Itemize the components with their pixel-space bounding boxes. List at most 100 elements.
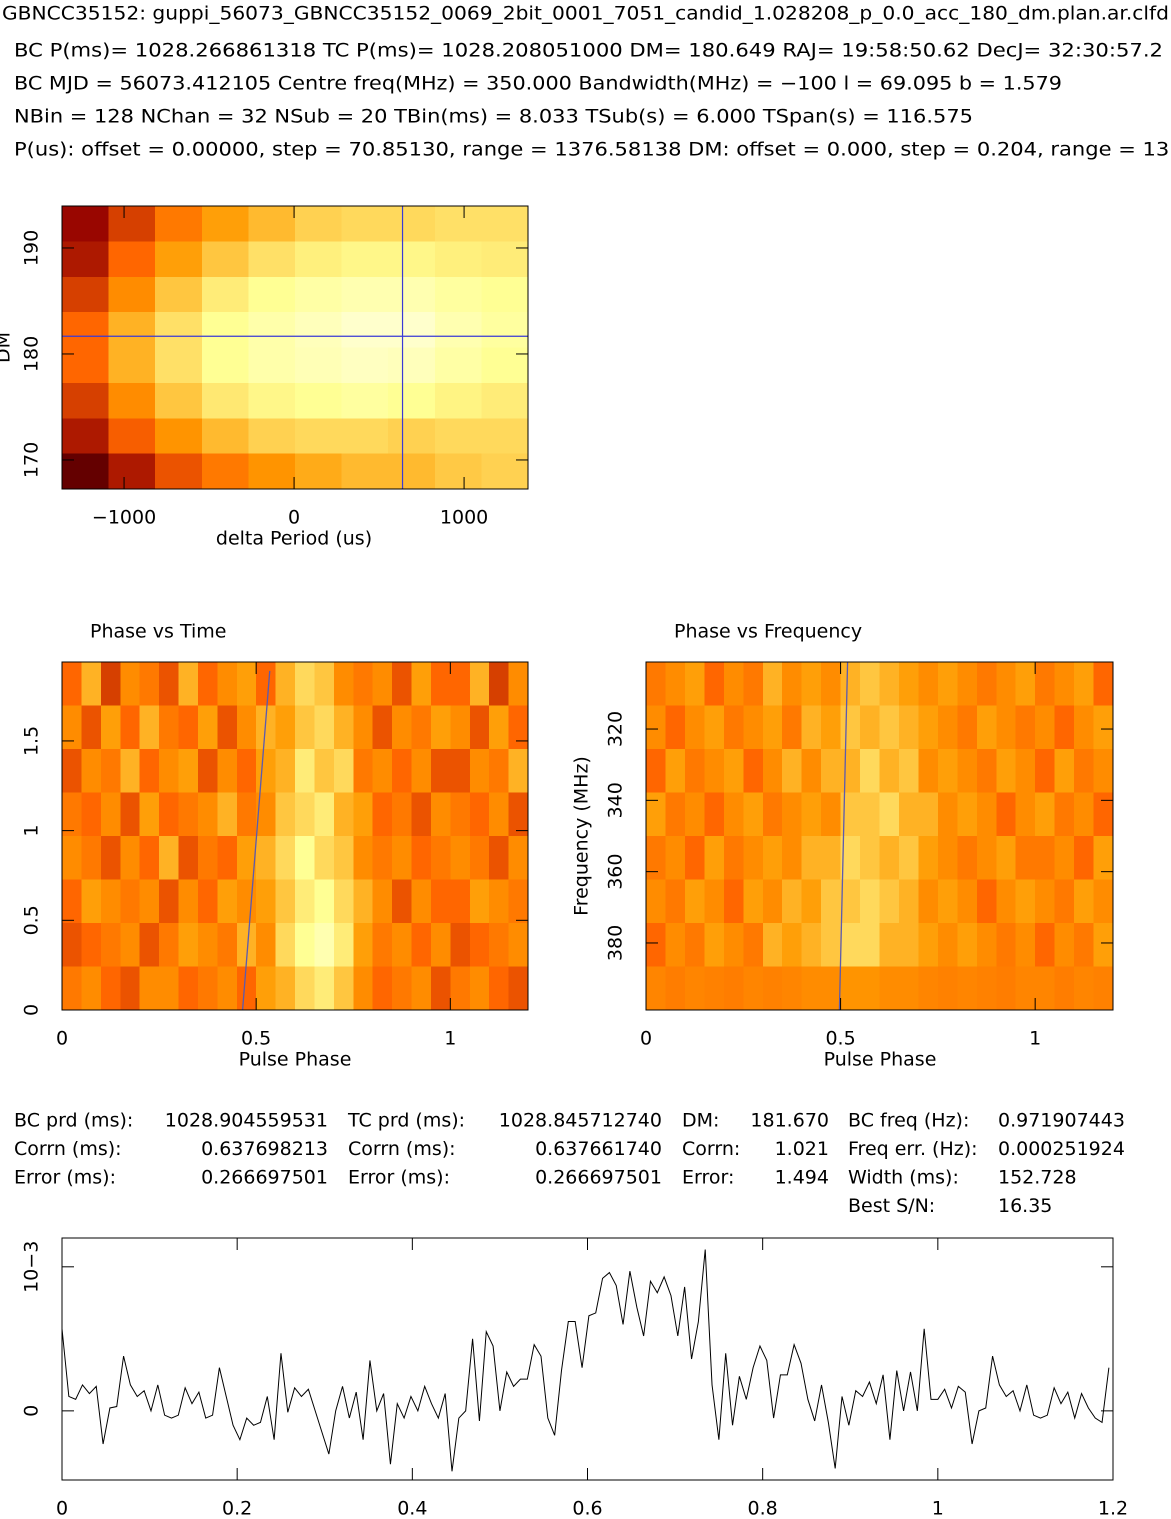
- heatmap-cell: [723, 705, 744, 750]
- heatmap-cell: [879, 923, 900, 967]
- x-axis-label: Pulse Phase: [239, 1049, 352, 1071]
- stat-text: Error:: [682, 1167, 734, 1189]
- heatmap-cell: [372, 705, 393, 750]
- heatmap-cell: [295, 749, 315, 793]
- heatmap-cell: [275, 749, 296, 793]
- plot-frame: [61, 205, 529, 490]
- heatmap-cell: [411, 749, 432, 793]
- heatmap-cell: [81, 792, 102, 837]
- heatmap-cell: [139, 749, 160, 793]
- heatmap-cell: [178, 966, 199, 1011]
- heatmap-cell: [1035, 749, 1056, 793]
- heatmap-cell: [275, 966, 296, 1011]
- heatmap-cell: [197, 923, 218, 967]
- heatmap-cell: [411, 792, 432, 837]
- heatmap-cell: [155, 382, 203, 419]
- heatmap-cell: [704, 966, 725, 1011]
- heatmap-cell: [860, 792, 880, 837]
- heatmap-cell: [108, 312, 156, 348]
- heatmap-cell: [450, 705, 471, 750]
- heatmap-cell: [217, 966, 238, 1011]
- heatmap-cell: [434, 206, 482, 242]
- heatmap-cell: [159, 923, 179, 967]
- heatmap-cell: [100, 966, 121, 1011]
- heatmap-cell: [139, 792, 160, 837]
- x-axis-label: Pulse Phase: [824, 1049, 937, 1071]
- heatmap-cell: [201, 347, 249, 384]
- heatmap-cell: [197, 966, 218, 1011]
- heatmap-cell: [295, 836, 315, 880]
- heatmap-cell: [704, 836, 725, 880]
- heatmap-cell: [782, 879, 803, 924]
- heatmap-cell: [1054, 792, 1075, 837]
- heatmap-cell: [898, 792, 919, 837]
- heatmap-cell: [1054, 836, 1075, 880]
- heatmap-cell: [81, 966, 102, 1011]
- heatmap-cell: [508, 836, 529, 880]
- heatmap-cell: [62, 705, 82, 750]
- heatmap-cell: [108, 206, 156, 242]
- heatmap-cell: [469, 749, 490, 793]
- heatmap-cell: [275, 836, 296, 880]
- heatmap-cell: [159, 879, 179, 924]
- heatmap-cell: [62, 662, 82, 706]
- heatmap-cell: [275, 879, 296, 924]
- heatmap-cell: [333, 923, 354, 967]
- heatmap-cell: [481, 347, 529, 384]
- heatmap-cell: [723, 966, 744, 1011]
- heatmap-cell: [353, 749, 374, 793]
- heatmap-cell: [489, 792, 510, 837]
- heatmap-cell: [743, 749, 764, 793]
- x-tick-label: 1000: [440, 507, 488, 529]
- heatmap-cell: [704, 705, 725, 750]
- heatmap-cell: [314, 966, 335, 1011]
- heatmap-cell: [120, 749, 141, 793]
- heatmap-cell: [860, 705, 880, 750]
- heatmap-cell: [469, 879, 490, 924]
- heatmap-cell: [236, 966, 257, 1011]
- heatmap-cell: [430, 792, 451, 837]
- heatmap-cell: [388, 241, 436, 278]
- stat-text: 1.021: [775, 1138, 829, 1160]
- heatmap-cell: [314, 662, 335, 706]
- heatmap-cell: [1074, 966, 1095, 1011]
- heatmap-cell: [139, 966, 160, 1011]
- heatmap-cell: [372, 792, 393, 837]
- heatmap-cell: [1093, 705, 1114, 750]
- heatmap-cell: [489, 879, 510, 924]
- heatmap-cell: [976, 749, 997, 793]
- heatmap-cell: [508, 966, 529, 1011]
- heatmap-cell: [450, 836, 471, 880]
- heatmap-cell: [81, 749, 102, 793]
- heatmap-cell: [81, 705, 102, 750]
- heatmap-cell: [197, 705, 218, 750]
- heatmap-cell: [256, 662, 277, 706]
- heatmap-cell: [743, 662, 764, 706]
- heatmap-cell: [62, 206, 110, 242]
- heatmap-cell: [372, 836, 393, 880]
- heatmap-cell: [957, 749, 978, 793]
- heatmap-cell: [1035, 792, 1056, 837]
- heatmap-cell: [879, 749, 900, 793]
- heatmap-cell: [957, 966, 978, 1011]
- heatmap-cell: [937, 966, 958, 1011]
- heatmap-cell: [120, 662, 141, 706]
- heatmap-cell: [1093, 749, 1114, 793]
- heatmap-cell: [508, 923, 529, 967]
- heatmap-cell: [295, 879, 315, 924]
- heatmap-cell: [248, 276, 296, 313]
- heatmap-cell: [762, 923, 783, 967]
- heatmap-cell: [723, 923, 744, 967]
- heatmap-cell: [392, 879, 412, 924]
- heatmap-cell: [314, 792, 335, 837]
- heatmap-cell: [469, 705, 490, 750]
- heatmap-cell: [996, 705, 1017, 750]
- plot-frame: [645, 661, 1114, 1011]
- heatmap-cell: [295, 382, 343, 419]
- heatmap-cell: [879, 879, 900, 924]
- x-tick-label: 0: [288, 507, 300, 529]
- heatmap-cell: [1015, 705, 1036, 750]
- x-tick-label: 1: [444, 1028, 456, 1050]
- heatmap-cell: [821, 923, 842, 967]
